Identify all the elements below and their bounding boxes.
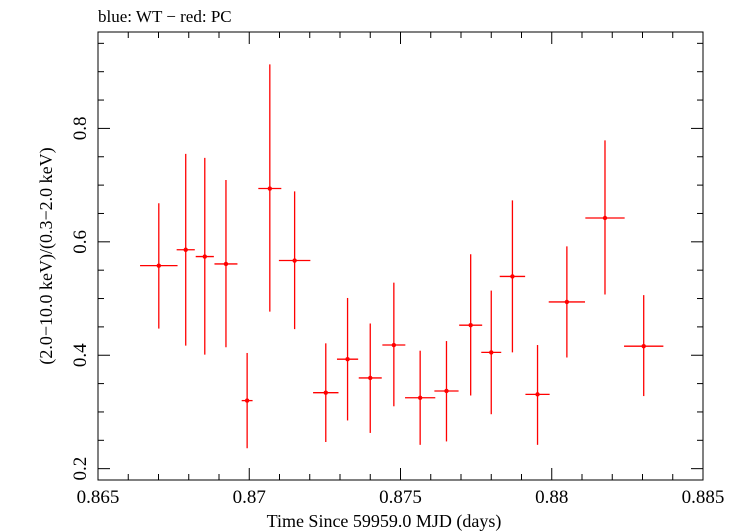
data-point [292,258,297,263]
plot-frame [97,31,704,481]
data-point [244,398,250,403]
data-point [510,274,515,279]
y-tick-label: 0.2 [70,457,91,481]
data-point [267,186,273,191]
y-tick-label: 0.8 [70,117,91,141]
data-point [417,395,423,400]
data-point [564,299,570,305]
y-tick-label: 0.6 [70,230,91,254]
data-point [156,263,162,268]
data-point [489,350,494,355]
data-point [468,322,473,328]
x-tick-label: 0.885 [682,487,725,508]
x-axis-title: Time Since 59959.0 MJD (days) [267,511,502,532]
x-tick-label: 0.875 [379,487,422,508]
chart-title: blue: WT − red: PC [98,7,232,26]
y-axis-title: (2.0−10.0 keV)/(0.3−2.0 keV) [36,147,57,364]
x-tick-label: 0.88 [535,487,568,508]
x-tick-label: 0.87 [233,487,266,508]
data-point [391,342,397,348]
data-point [183,247,188,252]
data-point [444,388,449,394]
data-point [345,357,350,362]
data-point [223,261,229,267]
data-point [323,390,328,395]
data-point [535,392,540,397]
data-point [202,254,207,259]
data-marks [140,64,664,449]
data-point [602,215,608,221]
axis-ticks: 0.865 0.87 0.875 0.88 0.885 0.2 0.4 0.6 0.8 [70,32,724,508]
data-point [368,375,373,381]
data-point [641,343,646,349]
x-tick-label: 0.865 [77,487,120,508]
y-tick-label: 0.4 [70,343,91,367]
